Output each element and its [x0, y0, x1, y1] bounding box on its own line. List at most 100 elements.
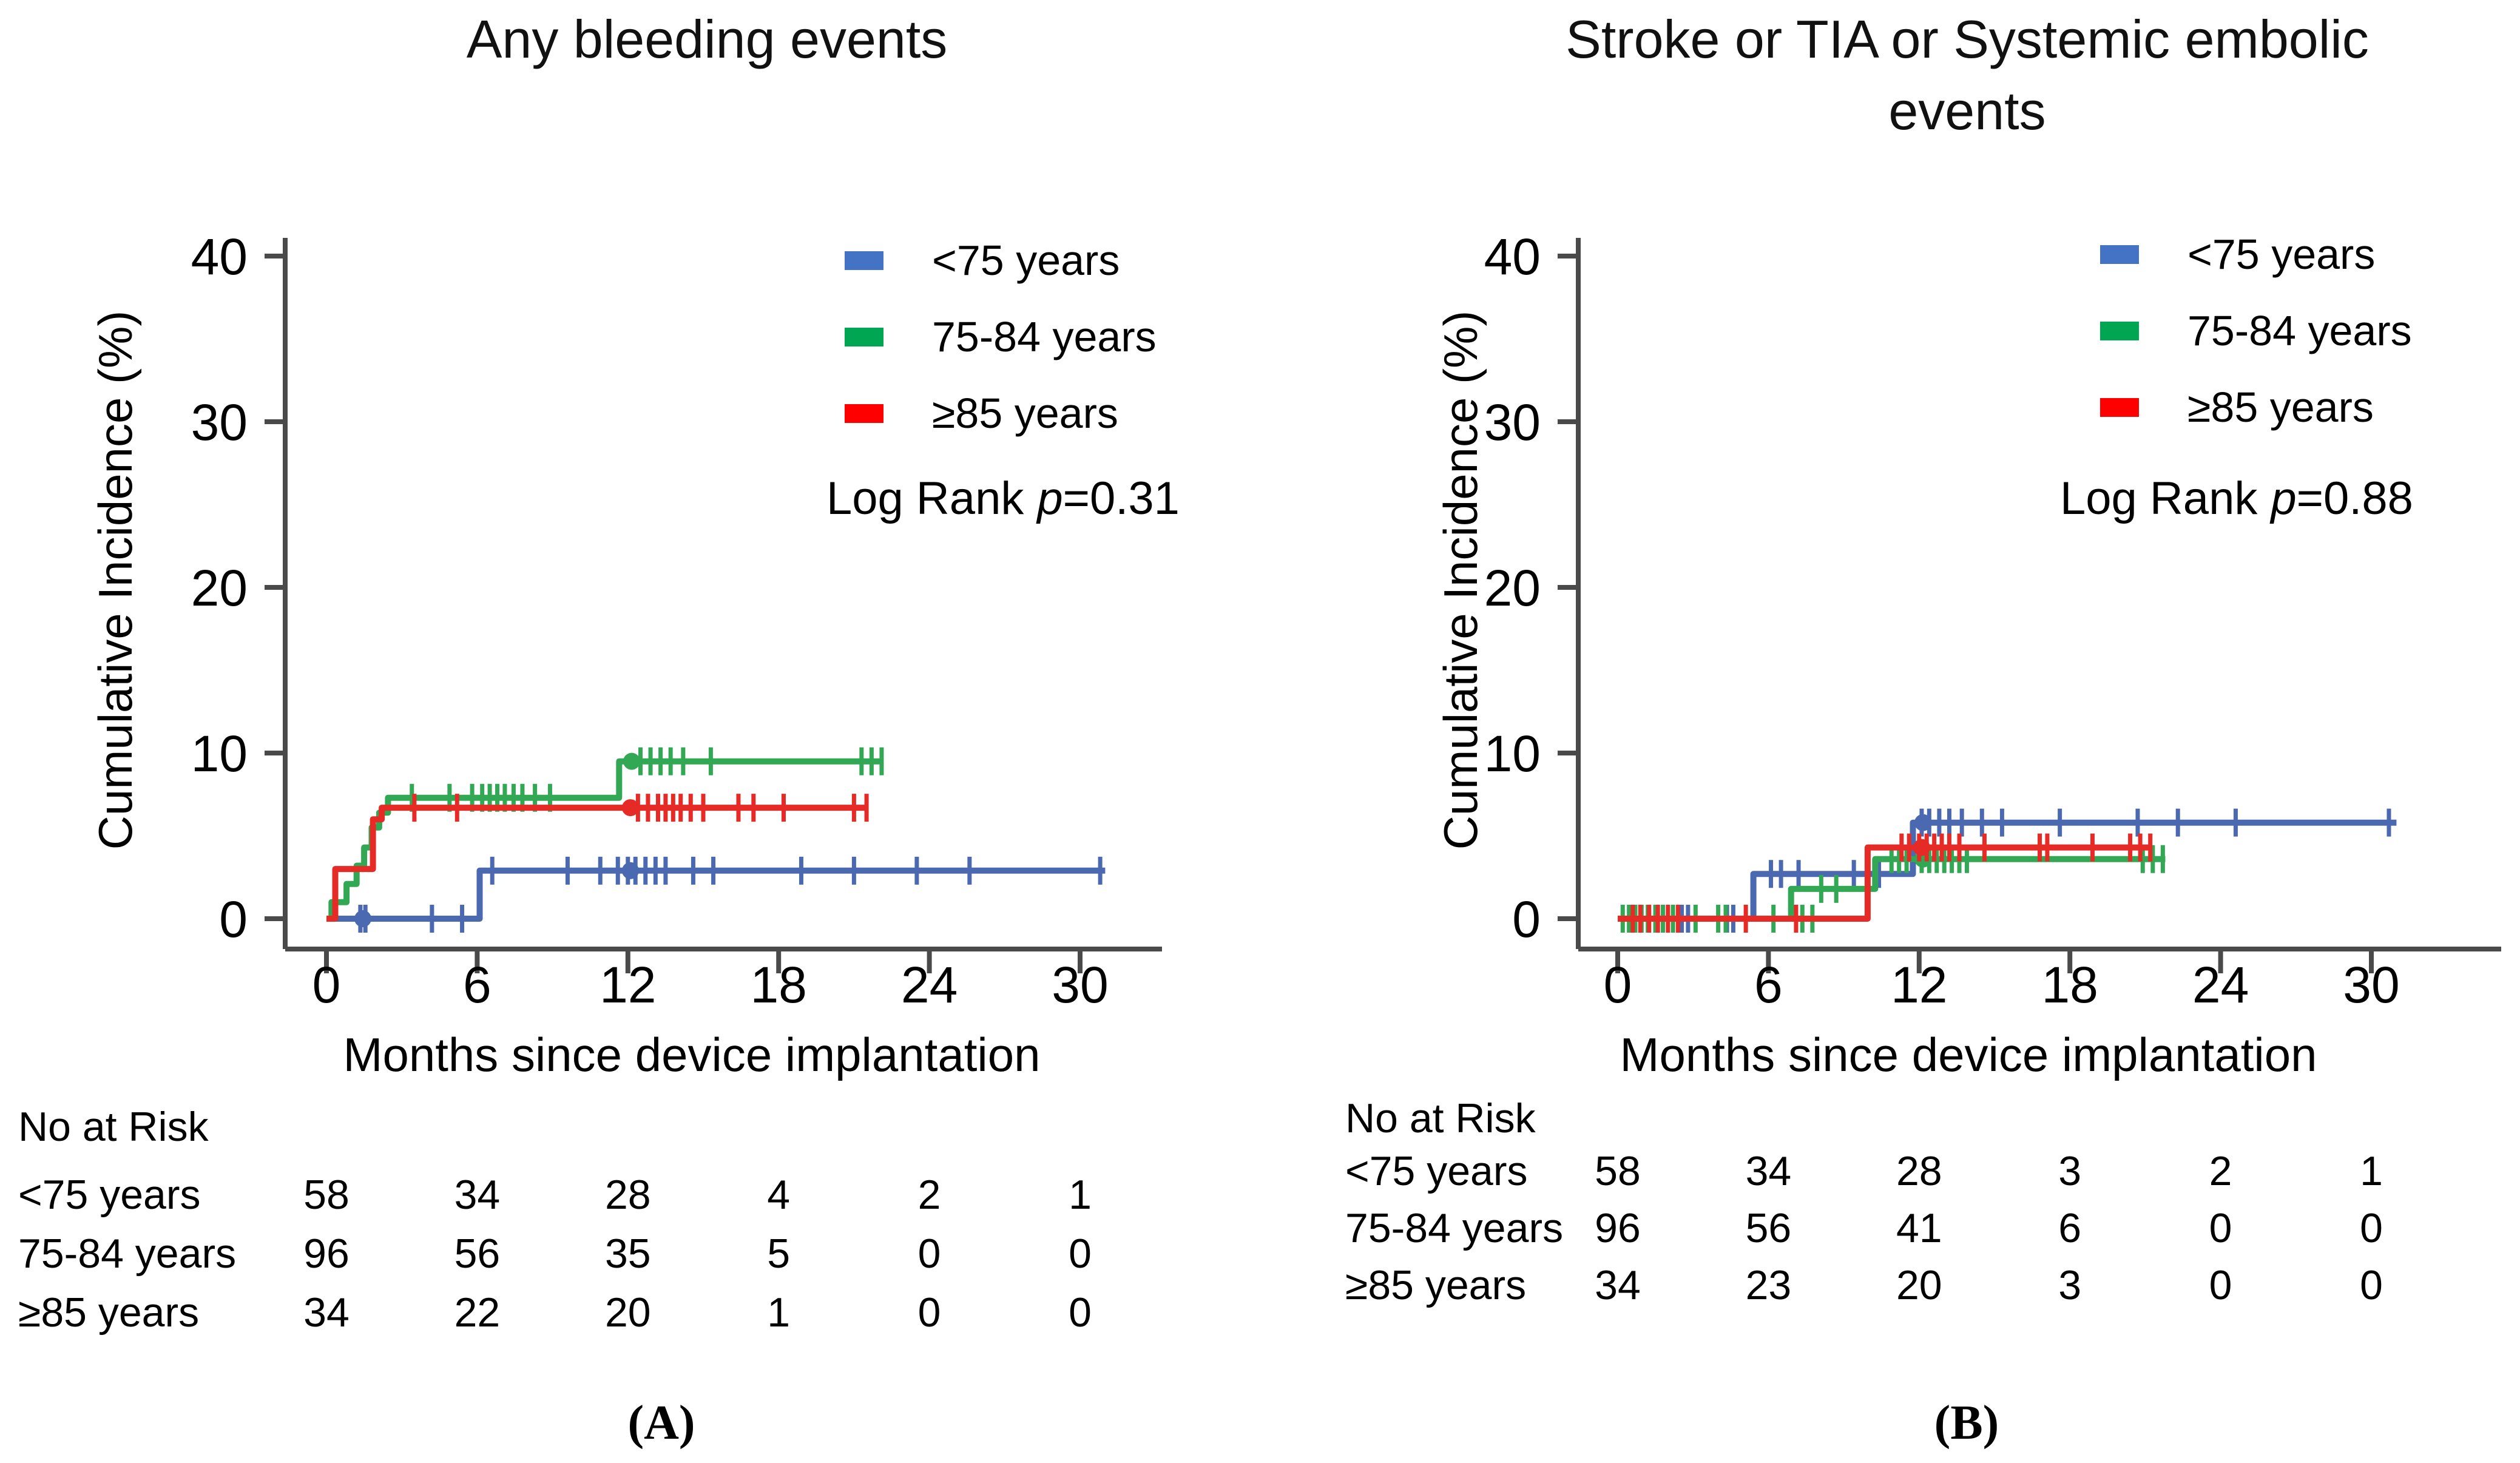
risk-value: 96	[303, 1231, 350, 1277]
event-marker--75-years	[354, 910, 372, 927]
legend-item: <75 years	[2100, 216, 2412, 292]
risk-value: 1	[2360, 1148, 2383, 1194]
legend-swatch	[2100, 321, 2139, 340]
legend-item: ≥85 years	[2100, 369, 2412, 445]
risk-value: 20	[1896, 1262, 1942, 1308]
risk-row-label: ≥85 years	[1345, 1262, 1526, 1308]
risk-value: 3	[2058, 1262, 2081, 1308]
panel-title-line: Stroke or TIA or Systemic embolic	[1566, 9, 2369, 69]
risk-value: 1	[767, 1289, 790, 1336]
series-curve-75-84-years	[326, 758, 882, 922]
risk-value: 28	[1896, 1148, 1942, 1194]
y-tick-label: 0	[219, 891, 248, 948]
risk-value: 20	[605, 1289, 651, 1336]
risk-table-title: No at Risk	[1345, 1095, 1536, 1141]
risk-value: 0	[1069, 1231, 1092, 1277]
x-tick-label: 0	[1604, 956, 1632, 1013]
risk-row-label: 75-84 years	[1345, 1205, 1563, 1251]
risk-row-label: 75-84 years	[18, 1231, 236, 1277]
panel-b: Stroke or TIA or Systemic embolic events…	[1260, 0, 2520, 1463]
risk-value: 0	[2209, 1205, 2232, 1251]
legend-item: <75 years	[845, 222, 1157, 299]
y-tick-label: 0	[1512, 891, 1541, 948]
log-rank-text: Log Rank	[826, 473, 1024, 524]
risk-row-label: <75 years	[1345, 1148, 1528, 1194]
y-tick-label: 10	[191, 725, 248, 782]
panel-title-line: events	[1888, 81, 2046, 141]
legend-label: 75-84 years	[932, 313, 1157, 360]
x-tick-label: 12	[600, 956, 656, 1013]
legend-swatch	[845, 404, 883, 423]
risk-value: 0	[2360, 1205, 2383, 1251]
y-tick-label: 40	[191, 228, 248, 285]
legend-label: <75 years	[2187, 231, 2376, 278]
x-tick-label: 18	[2041, 956, 2098, 1013]
risk-value: 4	[767, 1172, 790, 1218]
risk-value: 0	[1069, 1289, 1092, 1336]
risk-value: 6	[2058, 1205, 2081, 1251]
series-curve--85-years	[1618, 844, 2150, 922]
legend-swatch	[2100, 397, 2139, 417]
log-rank-p-value: =0.31	[1062, 473, 1180, 524]
series-curve--75-years	[326, 867, 1106, 922]
risk-row-label: <75 years	[18, 1172, 201, 1218]
y-tick-label: 30	[191, 394, 248, 451]
y-tick-label: 20	[191, 559, 248, 617]
legend-item: 75-84 years	[845, 299, 1157, 375]
legend-label: 75-84 years	[2187, 307, 2412, 354]
log-rank-p-symbol: p	[2271, 473, 2297, 524]
log-rank-p-symbol: p	[1037, 473, 1063, 524]
event-marker--85-years	[1913, 839, 1930, 856]
x-tick-label: 24	[2192, 956, 2249, 1013]
y-tick-label: 30	[1484, 394, 1541, 451]
legend-swatch	[845, 251, 883, 270]
y-tick-label: 40	[1484, 228, 1541, 285]
log-rank-annotation: Log Rank p=0.31	[826, 472, 1180, 525]
risk-value: 2	[918, 1172, 941, 1218]
legend: <75 years 75-84 years ≥85 years	[2100, 216, 2412, 445]
risk-value: 56	[454, 1231, 501, 1277]
risk-value: 3	[2058, 1148, 2081, 1194]
panel-label-a: (A)	[627, 1396, 695, 1450]
legend-swatch	[845, 327, 883, 346]
panel-title-line: Any bleeding events	[466, 9, 948, 69]
risk-table-title: No at Risk	[18, 1104, 209, 1150]
x-tick-label: 30	[1052, 956, 1108, 1013]
risk-value: 56	[1746, 1205, 1792, 1251]
log-rank-p-value: =0.88	[2296, 473, 2413, 524]
x-axis-label: Months since device implantation	[343, 1028, 1041, 1081]
log-rank-annotation: Log Rank p=0.88	[2060, 472, 2413, 525]
legend-item: ≥85 years	[845, 375, 1157, 451]
legend-label: <75 years	[932, 237, 1120, 284]
risk-value: 58	[303, 1172, 350, 1218]
x-tick-label: 6	[1754, 956, 1783, 1013]
risk-value: 35	[605, 1231, 651, 1277]
y-tick-label: 10	[1484, 725, 1541, 782]
legend-swatch	[2100, 245, 2139, 264]
risk-value: 0	[918, 1231, 941, 1277]
risk-value: 41	[1896, 1205, 1942, 1251]
risk-value: 0	[918, 1289, 941, 1336]
panel-a: Any bleeding events Cumulative Incidence…	[18, 9, 1180, 1450]
risk-value: 23	[1746, 1262, 1792, 1308]
y-tick-label: 20	[1484, 559, 1541, 617]
risk-value: 5	[767, 1231, 790, 1277]
legend-label: ≥85 years	[932, 390, 1118, 437]
event-marker--75-years	[1914, 814, 1932, 831]
risk-value: 22	[454, 1289, 501, 1336]
x-axis-label: Months since device implantation	[1620, 1028, 2317, 1081]
risk-value: 34	[1746, 1148, 1792, 1194]
x-tick-label: 30	[2343, 956, 2399, 1013]
risk-value: 0	[2209, 1262, 2232, 1308]
risk-value: 96	[1595, 1205, 1641, 1251]
log-rank-text: Log Rank	[2060, 473, 2258, 524]
risk-value: 0	[2360, 1262, 2383, 1308]
x-tick-label: 18	[750, 956, 806, 1013]
event-marker-75-84-years	[623, 752, 641, 770]
risk-row-label: ≥85 years	[18, 1289, 199, 1336]
legend-label: ≥85 years	[2187, 383, 2374, 431]
panel-title: Stroke or TIA or Systemic embolic events	[1521, 4, 2413, 147]
